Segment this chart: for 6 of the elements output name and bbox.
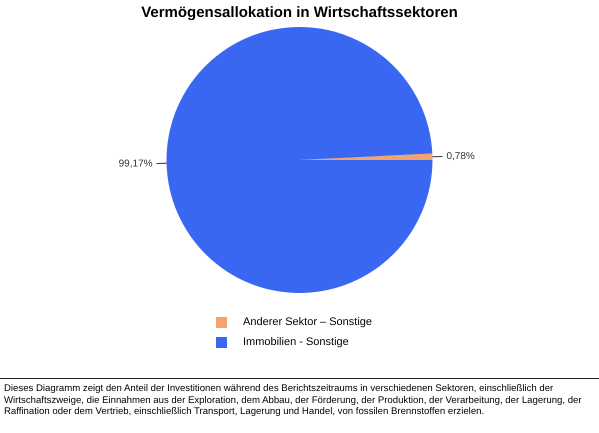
text: Dieses Diagramm zeigt den Anteil der Investitionen während des Berichtszeitraums in verschiedenen Sektoren, einschließlich der Wirtschaftszweige, die Einnahmen aus der Exploration, dem Abbau, der Förderung, der Produktion, der Verarbeitung, der Lagerung, der Raffination oder dem Vertrieb, einschließlich Transport, Lagerung und Handel, von fossilen Brennstoffen erzielen. bbox=[4, 383, 583, 418]
data-label: 99,17% bbox=[118, 158, 153, 170]
legend-label: Anderer Sektor – Sonstige bbox=[243, 316, 372, 328]
legend-label: Immobilien - Sonstige bbox=[243, 336, 349, 348]
chart-title: Vermögensallokation in Wirtschaftssektoren bbox=[140, 4, 459, 21]
data-label: 0,78% bbox=[446, 151, 475, 162]
